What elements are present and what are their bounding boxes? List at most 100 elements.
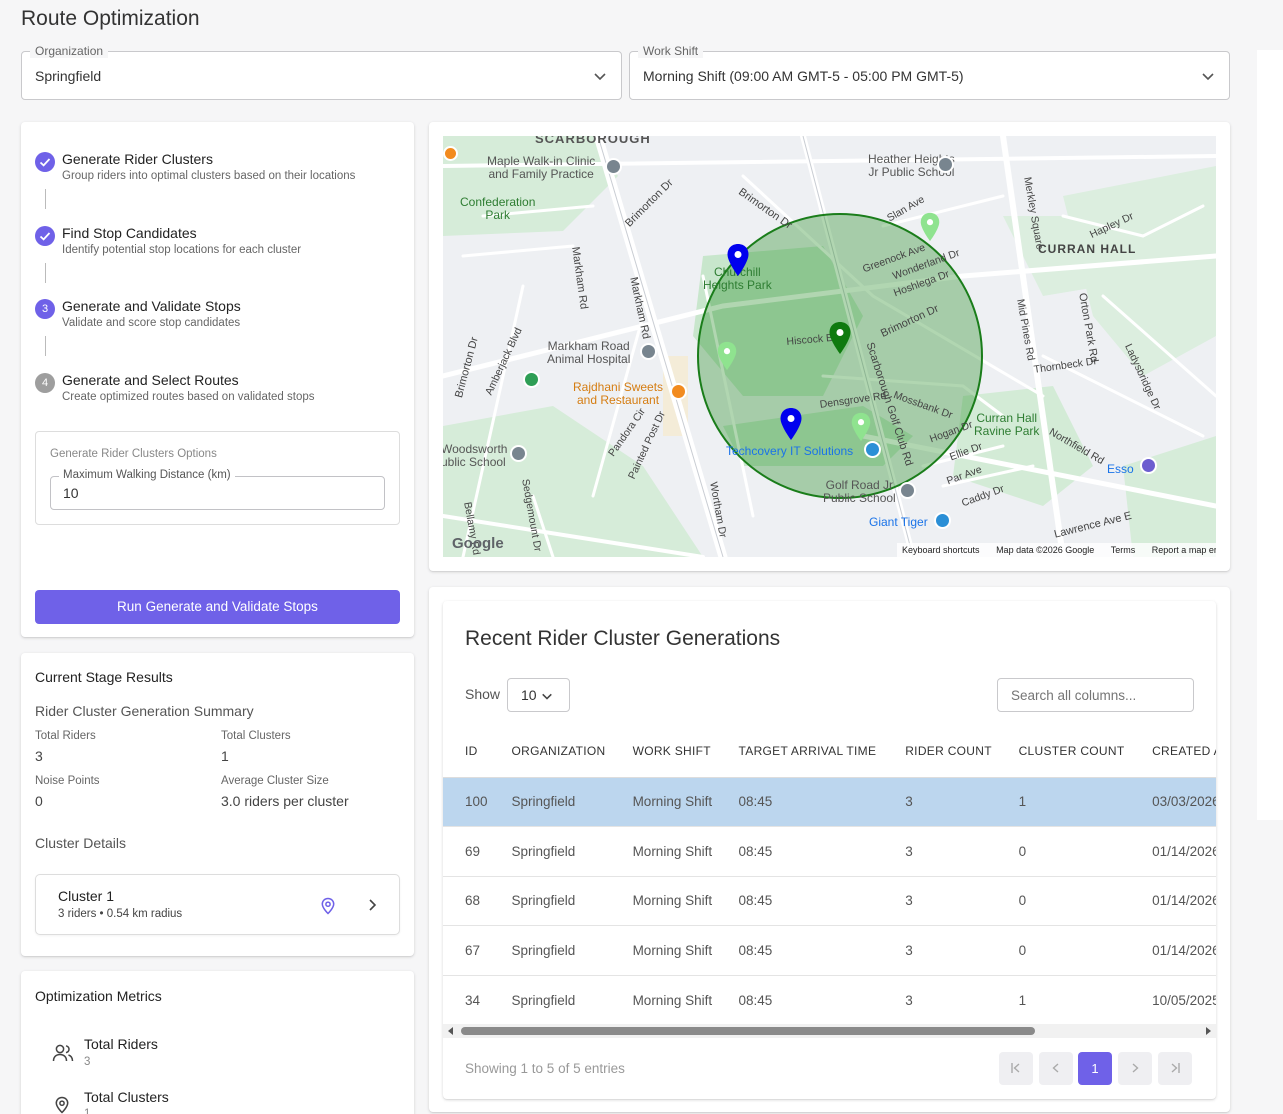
map-label: SCARBOROUGH	[535, 136, 651, 146]
last-page-button[interactable]	[1158, 1052, 1192, 1085]
chevron-down-icon	[1202, 73, 1214, 81]
cell: Morning Shift	[610, 975, 717, 1026]
stop-candidate-marker-icon[interactable]	[919, 212, 941, 242]
poi-hospital-icon[interactable]	[640, 343, 657, 360]
keyboard-shortcuts-link[interactable]: Keyboard shortcuts	[902, 545, 980, 555]
map-label: Woodsworth ublic School	[443, 442, 508, 469]
chevron-left-icon	[1052, 1063, 1059, 1073]
google-logo: Google	[452, 535, 504, 552]
cluster-meta: 3 riders • 0.54 km radius	[58, 908, 183, 920]
map-label: Esso	[1107, 462, 1134, 476]
step-desc: Identify potential stop locations for ea…	[62, 244, 302, 256]
noise-points-value: 0	[35, 793, 43, 809]
cluster-item[interactable]: Cluster 1 3 riders • 0.54 km radius	[35, 874, 400, 935]
col-header-rider-count[interactable]: RIDER COUNT	[883, 726, 997, 778]
check-icon	[35, 152, 55, 172]
restaurant-icon[interactable]	[443, 146, 458, 161]
steps-card	[21, 122, 414, 637]
cell: 01/14/2026	[1130, 925, 1216, 976]
cell: Springfield	[489, 876, 611, 927]
next-page-button[interactable]	[1118, 1052, 1152, 1085]
terms-link[interactable]: Terms	[1110, 545, 1136, 555]
rider-marker-icon[interactable]	[726, 243, 750, 277]
metrics-title: Optimization Metrics	[35, 988, 162, 1004]
summary-title: Rider Cluster Generation Summary	[35, 703, 254, 719]
poi-school-icon[interactable]	[899, 482, 916, 499]
cell: 10/05/2025	[1130, 975, 1216, 1026]
chevron-down-icon	[594, 73, 606, 81]
cell: 01/14/2026	[1130, 826, 1216, 877]
prev-page-button[interactable]	[1039, 1052, 1073, 1085]
horizontal-scrollbar[interactable]	[443, 1024, 1216, 1038]
first-page-button[interactable]	[999, 1052, 1033, 1085]
cluster-name: Cluster 1	[58, 888, 115, 904]
chevron-right-icon[interactable]	[366, 898, 378, 912]
step-desc: Create optimized routes based on validat…	[62, 391, 315, 403]
poi-shop-icon[interactable]	[934, 512, 951, 529]
col-header-id[interactable]: ID	[443, 726, 490, 778]
poi-gas-icon[interactable]	[1140, 457, 1157, 474]
last-page-icon	[1171, 1063, 1180, 1073]
cell: 34	[443, 975, 490, 1026]
cell: 69	[443, 826, 490, 877]
table-row[interactable]: 100 Springfield Morning Shift 08:45 3 1 …	[443, 777, 1216, 828]
scroll-left-icon[interactable]	[447, 1027, 455, 1035]
chevron-down-icon	[542, 693, 552, 700]
total-clusters-value: 1	[221, 748, 229, 764]
map-canvas[interactable]	[443, 136, 1216, 557]
col-header-created-at[interactable]: CREATED AT	[1130, 726, 1216, 778]
location-pin-icon	[55, 1096, 69, 1114]
col-header-organization[interactable]: ORGANIZATION	[489, 726, 611, 778]
work-shift-select[interactable]: Work Shift Morning Shift (09:00 AM GMT-5…	[629, 44, 1230, 100]
map-label: Golf Road Jr Public School	[823, 478, 896, 505]
table-row[interactable]: 67 Springfield Morning Shift 08:45 3 0 0…	[443, 925, 1216, 976]
restaurant-icon[interactable]	[670, 383, 687, 400]
organization-label: Organization	[30, 44, 109, 58]
search-input[interactable]	[997, 678, 1194, 712]
avg-cluster-size-value: 3.0 riders per cluster	[221, 793, 349, 809]
poi-business-icon[interactable]	[864, 441, 881, 458]
side-panel-edge	[1257, 50, 1283, 820]
map-label: Rajdhani Sweets and Restaurant	[573, 380, 664, 407]
stop-candidate-marker-icon[interactable]	[850, 412, 872, 442]
chevron-right-icon	[1132, 1063, 1139, 1073]
step-desc: Validate and score stop candidates	[62, 317, 241, 329]
page-button-current[interactable]: 1	[1078, 1052, 1112, 1085]
avg-cluster-size-label: Average Cluster Size	[221, 775, 329, 787]
park-icon[interactable]	[523, 371, 540, 388]
table-row[interactable]: 34 Springfield Morning Shift 08:45 3 1 1…	[443, 975, 1216, 1026]
page-size-select[interactable]: 10	[507, 678, 570, 712]
metric-riders-label: Total Riders	[84, 1036, 158, 1052]
cell: Morning Shift	[610, 876, 717, 927]
cluster-center-marker-icon[interactable]	[828, 321, 852, 355]
step-title: Generate Rider Clusters	[62, 151, 213, 167]
cell: Springfield	[489, 826, 611, 877]
col-header-target-arrival[interactable]: TARGET ARRIVAL TIME	[716, 726, 884, 778]
scroll-right-icon[interactable]	[1204, 1027, 1212, 1035]
page-size-value: 10	[521, 687, 537, 703]
report-error-link[interactable]: Report a map error	[1151, 545, 1216, 555]
map-label: Maple Walk-in Clinic and Family Practice	[487, 154, 596, 181]
cell: 0	[996, 876, 1131, 927]
walking-distance-input[interactable]: Maximum Walking Distance (km) 10	[50, 469, 385, 510]
poi-clinic-icon[interactable]	[605, 158, 622, 175]
run-stage-button[interactable]: Run Generate and Validate Stops	[35, 590, 400, 624]
scrollbar-thumb[interactable]	[461, 1027, 1035, 1035]
col-header-cluster-count[interactable]: CLUSTER COUNT	[996, 726, 1131, 778]
organization-select[interactable]: Organization Springfield	[21, 44, 622, 100]
location-pin-icon[interactable]	[320, 897, 336, 915]
map[interactable]: SCARBOROUGH Maple Walk-in Clinic and Fami…	[443, 136, 1216, 557]
options-box	[35, 431, 400, 525]
rider-marker-icon[interactable]	[779, 407, 803, 441]
map-label: CURRAN HALL	[1038, 242, 1137, 256]
cell: 67	[443, 925, 490, 976]
table-row[interactable]: 69 Springfield Morning Shift 08:45 3 0 0…	[443, 826, 1216, 877]
step-title: Find Stop Candidates	[62, 225, 197, 241]
col-header-work-shift[interactable]: WORK SHIFT	[610, 726, 717, 778]
step-connector	[45, 189, 46, 209]
walking-distance-value: 10	[63, 485, 79, 501]
table-row[interactable]: 68 Springfield Morning Shift 08:45 3 0 0…	[443, 876, 1216, 927]
poi-school-icon[interactable]	[510, 445, 527, 462]
poi-school-icon[interactable]	[937, 156, 954, 173]
stop-candidate-marker-icon[interactable]	[716, 341, 738, 371]
